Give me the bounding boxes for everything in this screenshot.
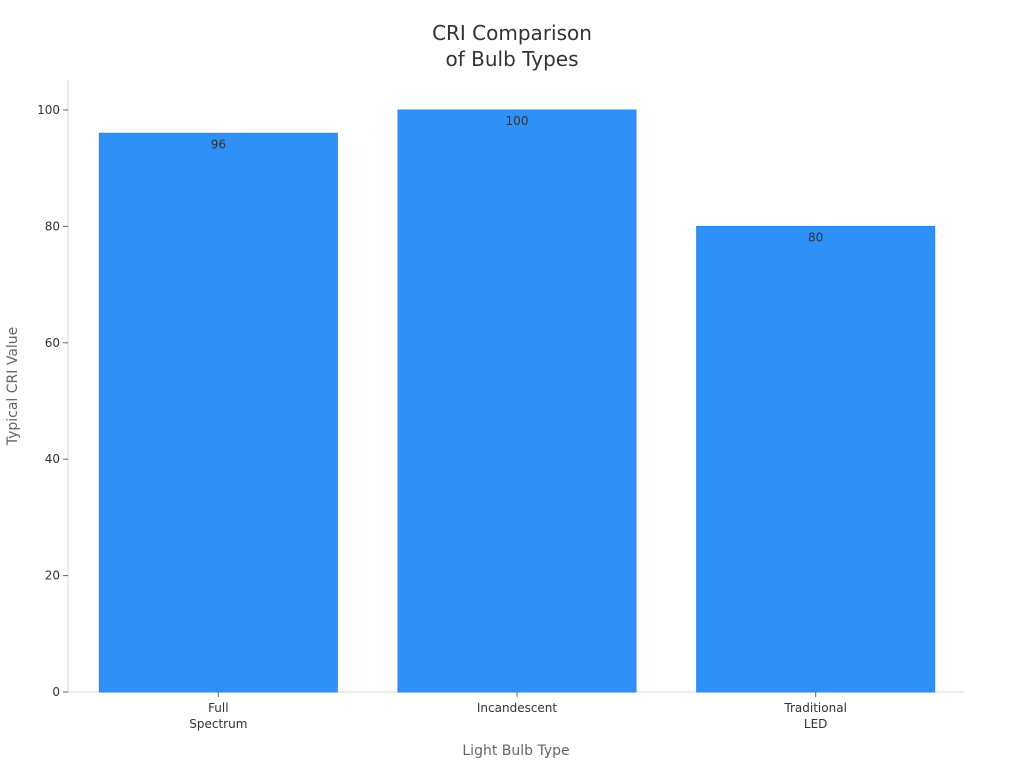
y-tick-label: 20 xyxy=(45,569,60,583)
bar xyxy=(98,132,338,693)
x-tick-label: Traditional xyxy=(783,701,846,715)
x-tick-label: Spectrum xyxy=(189,717,247,731)
bar-value-label: 80 xyxy=(808,230,823,244)
bar-value-label: 100 xyxy=(506,114,529,128)
y-tick-label: 60 xyxy=(45,336,60,350)
x-axis-ticks: Full Spectrum Incandescent Traditional LED xyxy=(189,692,847,731)
y-axis-title: Typical CRI Value xyxy=(5,327,21,447)
y-tick-label: 80 xyxy=(45,219,60,233)
bar xyxy=(397,109,637,693)
bar xyxy=(696,225,936,693)
y-tick-label: 40 xyxy=(45,452,60,466)
chart-title-line-2: of Bulb Types xyxy=(446,47,579,71)
x-tick-label: Full xyxy=(208,701,229,715)
chart-title-line-1: CRI Comparison xyxy=(432,21,592,45)
data-labels-group: 96 100 80 xyxy=(211,114,824,244)
y-tick-label: 100 xyxy=(37,103,60,117)
x-axis-title: Light Bulb Type xyxy=(462,743,569,759)
bars-group xyxy=(98,109,936,693)
bar-value-label: 96 xyxy=(211,137,226,151)
y-tick-label: 0 xyxy=(52,685,60,699)
x-tick-label: LED xyxy=(804,717,828,731)
y-axis-ticks: 0 20 40 60 80 100 xyxy=(37,103,68,699)
x-tick-label: Incandescent xyxy=(477,701,558,715)
